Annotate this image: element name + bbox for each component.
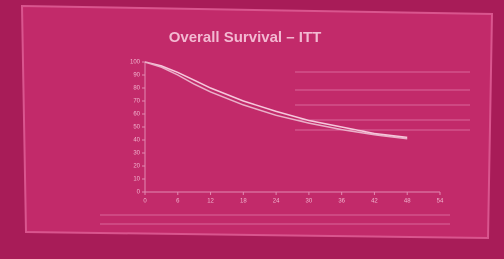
y-tick-label: 70	[133, 99, 140, 105]
y-tick-label: 90	[133, 73, 140, 79]
x-tick-label: 24	[273, 199, 280, 205]
x-tick-label: 36	[338, 199, 345, 205]
y-tick-label: 20	[133, 164, 140, 170]
x-tick-label: 54	[437, 199, 444, 205]
y-tick-label: 40	[133, 138, 140, 144]
x-tick-label: 18	[240, 199, 247, 205]
x-tick-label: 30	[306, 199, 313, 205]
x-tick-label: 48	[404, 199, 411, 205]
x-tick-label: 42	[371, 199, 378, 205]
y-tick-label: 10	[133, 177, 140, 183]
y-tick-label: 100	[130, 60, 141, 66]
x-tick-label: 12	[207, 199, 214, 205]
y-tick-label: 80	[133, 86, 140, 92]
y-tick-label: 30	[133, 151, 140, 157]
chart-title: Overall Survival – ITT	[169, 29, 322, 46]
y-tick-label: 60	[133, 112, 140, 118]
page: Overall Survival – ITT 01020304050607080…	[0, 0, 504, 259]
y-tick-label: 50	[133, 125, 140, 131]
photo: Overall Survival – ITT 01020304050607080…	[0, 0, 504, 259]
